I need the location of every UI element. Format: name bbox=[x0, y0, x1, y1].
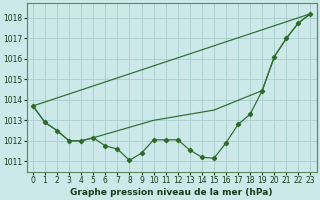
X-axis label: Graphe pression niveau de la mer (hPa): Graphe pression niveau de la mer (hPa) bbox=[70, 188, 273, 197]
